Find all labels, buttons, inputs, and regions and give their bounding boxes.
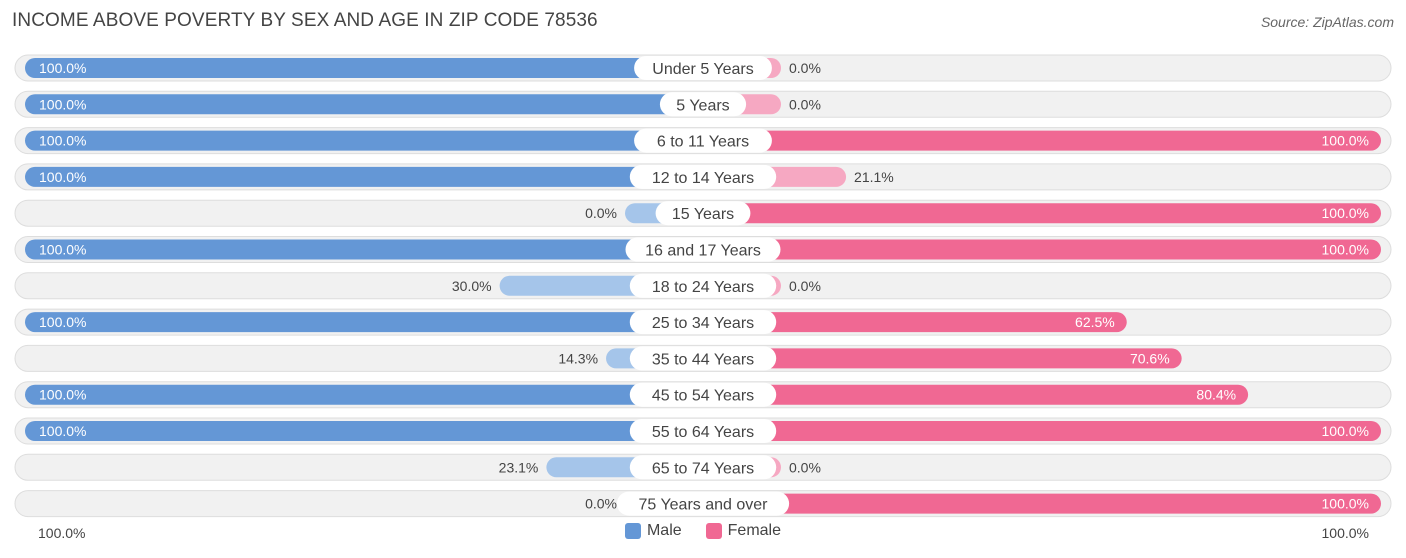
bar-male-16-and-17-years bbox=[25, 239, 703, 260]
bar-male-55-to-64-years bbox=[25, 421, 703, 441]
bar-female-25-to-34-years bbox=[703, 312, 1127, 333]
category-pill-12-to-14-years bbox=[629, 164, 777, 189]
legend: Male Female bbox=[0, 522, 1406, 540]
category-label-35-to-44-years: 35 to 44 Years bbox=[652, 351, 754, 368]
value-label-female-16-and-17-years: 100.0% bbox=[1322, 242, 1369, 258]
bar-male-12-to-14-years bbox=[25, 166, 703, 187]
legend-label-female: Female bbox=[727, 522, 782, 539]
value-label-female-75-years-and-over: 100.0% bbox=[1322, 496, 1369, 512]
category-label-under-5-years: Under 5 Years bbox=[652, 61, 753, 78]
category-label-6-to-11-years: 6 to 11 Years bbox=[657, 134, 749, 151]
value-label-female-18-to-24-years: 0.0% bbox=[789, 278, 821, 294]
legend-swatch-male bbox=[624, 523, 641, 539]
category-label-12-to-14-years: 12 to 14 Years bbox=[652, 170, 754, 187]
value-label-male-16-and-17-years: 100.0% bbox=[39, 242, 86, 258]
value-label-male-55-to-64-years: 100.0% bbox=[39, 423, 86, 439]
legend-swatch-female bbox=[705, 523, 722, 539]
bar-male-45-to-54-years bbox=[25, 384, 703, 405]
category-label-5-years: 5 Years bbox=[676, 97, 729, 114]
axis-left-label: 100.0% bbox=[38, 525, 86, 541]
bar-female-35-to-44-years bbox=[703, 348, 1182, 369]
value-label-male-12-to-14-years: 100.0% bbox=[39, 169, 86, 185]
bar-female-55-to-64-years bbox=[703, 421, 1381, 441]
category-label-18-to-24-years: 18 to 24 Years bbox=[652, 279, 754, 296]
category-pill-65-to-74-years bbox=[629, 455, 777, 480]
category-label-25-to-34-years: 25 to 34 Years bbox=[652, 315, 754, 332]
value-label-male-6-to-11-years: 100.0% bbox=[39, 133, 86, 149]
value-label-male-65-to-74-years: 23.1% bbox=[499, 459, 539, 475]
bar-male-under-5-years bbox=[25, 58, 703, 78]
category-pill-18-to-24-years bbox=[629, 273, 777, 298]
category-pill-16-and-17-years bbox=[625, 237, 781, 262]
bar-male-25-to-34-years bbox=[25, 312, 703, 333]
category-pill-6-to-11-years bbox=[634, 128, 772, 153]
value-label-female-12-to-14-years: 21.1% bbox=[854, 169, 894, 185]
category-label-16-and-17-years: 16 and 17 Years bbox=[645, 243, 761, 260]
value-label-male-5-years: 100.0% bbox=[39, 96, 86, 112]
value-label-female-25-to-34-years: 62.5% bbox=[1075, 314, 1115, 330]
category-pill-75-years-and-over bbox=[616, 491, 790, 516]
legend-item-female: Female bbox=[705, 522, 782, 540]
category-pill-35-to-44-years bbox=[629, 346, 777, 371]
value-label-female-6-to-11-years: 100.0% bbox=[1322, 133, 1369, 149]
bar-male-6-to-11-years bbox=[25, 130, 703, 151]
value-label-male-45-to-54-years: 100.0% bbox=[39, 387, 86, 403]
value-label-female-65-to-74-years: 0.0% bbox=[789, 459, 821, 475]
category-pill-45-to-54-years bbox=[629, 382, 777, 407]
category-pill-under-5-years bbox=[634, 56, 772, 80]
category-label-65-to-74-years: 65 to 74 Years bbox=[652, 460, 754, 477]
category-label-15-years: 15 Years bbox=[672, 206, 734, 223]
category-pill-25-to-34-years bbox=[629, 310, 777, 335]
bar-female-45-to-54-years bbox=[703, 384, 1249, 405]
value-label-female-15-years: 100.0% bbox=[1322, 205, 1369, 221]
axis-right-label: 100.0% bbox=[1321, 525, 1369, 541]
value-label-female-35-to-44-years: 70.6% bbox=[1130, 350, 1170, 366]
value-label-male-25-to-34-years: 100.0% bbox=[39, 314, 86, 330]
category-label-75-years-and-over: 75 Years and over bbox=[639, 497, 769, 514]
value-label-female-45-to-54-years: 80.4% bbox=[1196, 387, 1236, 403]
category-label-55-to-64-years: 55 to 64 Years bbox=[652, 424, 754, 441]
value-label-male-18-to-24-years: 30.0% bbox=[452, 278, 492, 294]
value-label-male-35-to-44-years: 14.3% bbox=[558, 350, 598, 366]
legend-label-male: Male bbox=[646, 522, 682, 539]
chart-source: Source: ZipAtlas.com bbox=[1260, 14, 1394, 30]
bar-female-75-years-and-over bbox=[703, 493, 1381, 514]
value-label-female-55-to-64-years: 100.0% bbox=[1322, 423, 1369, 439]
chart-plot: 100.0% 0.0% Under 5 Years 100.0% 0.0% 5 Years… bbox=[14, 54, 1392, 518]
bar-female-15-years bbox=[703, 203, 1381, 224]
category-pill-5-years bbox=[659, 92, 747, 117]
category-pill-55-to-64-years bbox=[629, 419, 777, 443]
bar-male-5-years bbox=[25, 94, 703, 115]
bar-female-6-to-11-years bbox=[703, 130, 1381, 151]
category-pill-15-years bbox=[655, 201, 751, 226]
value-label-female-under-5-years: 0.0% bbox=[789, 60, 821, 76]
value-label-male-15-years: 0.0% bbox=[585, 205, 617, 221]
value-label-male-under-5-years: 100.0% bbox=[39, 60, 86, 76]
value-label-male-75-years-and-over: 0.0% bbox=[585, 496, 617, 512]
value-label-female-5-years: 0.0% bbox=[789, 96, 821, 112]
chart-title: INCOME ABOVE POVERTY BY SEX AND AGE IN Z… bbox=[12, 10, 598, 31]
bar-female-16-and-17-years bbox=[703, 239, 1381, 260]
category-label-45-to-54-years: 45 to 54 Years bbox=[652, 388, 754, 405]
legend-item-male: Male bbox=[624, 522, 682, 540]
